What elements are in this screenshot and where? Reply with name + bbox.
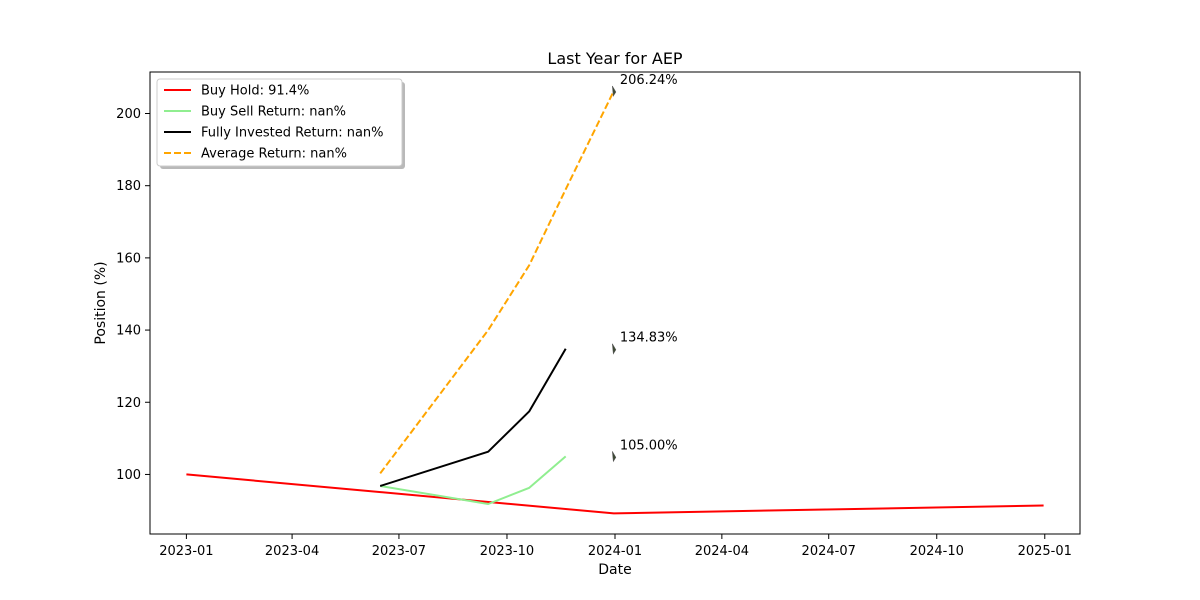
annotation-arrow [612,451,617,463]
x-tick-label: 2024-07 [802,544,856,559]
y-tick-label: 120 [116,396,141,411]
x-axis: 2023-01 2023-04 2023-07 2023-10 2024-01 2024-… [159,534,1072,559]
legend-label-1: Buy Hold: 91.4% [201,84,309,99]
x-tick-label: 2024-04 [695,544,749,559]
y-tick-label: 200 [116,107,141,122]
legend-box [156,78,403,167]
x-tick-label: 2024-10 [910,544,964,559]
annotation-arrow [612,343,617,355]
y-axis: 100 120 140 160 180 200 [116,107,150,483]
y-tick-label: 160 [116,251,141,266]
series-line-3 [379,348,567,487]
annotation-label: 206.24% [620,73,678,88]
y-tick-label: 100 [116,468,141,483]
y-axis-label: Position (%) [93,261,109,344]
series-line-4 [379,90,615,475]
legend-label-4: Average Return: nan% [201,147,347,162]
legend-label-2: Buy Sell Return: nan% [201,105,346,120]
annotation-label: 134.83% [620,331,678,346]
x-tick-label: 2025-01 [1018,544,1072,559]
x-tick-label: 2023-07 [372,544,426,559]
y-tick-label: 140 [116,324,141,339]
series-line-2 [380,455,567,505]
annotation-label: 105.00% [620,438,678,453]
x-axis-label: Date [598,562,631,578]
series-line-1 [186,473,1044,515]
legend-label-3: Fully Invested Return: nan% [201,126,384,141]
annotation-arrow [612,85,617,97]
chart-title: Last Year for AEP [547,49,683,68]
x-tick-label: 2024-01 [588,544,642,559]
x-tick-label: 2023-01 [159,544,213,559]
plot-content [186,90,1044,515]
y-tick-label: 180 [116,179,141,194]
legend: Buy Hold: 91.4% Buy Sell Return: nan% Full… [156,78,405,169]
annotations: 206.24% 134.83% 105.00% [612,73,678,463]
x-tick-label: 2023-04 [265,544,319,559]
x-tick-label: 2023-10 [480,544,534,559]
